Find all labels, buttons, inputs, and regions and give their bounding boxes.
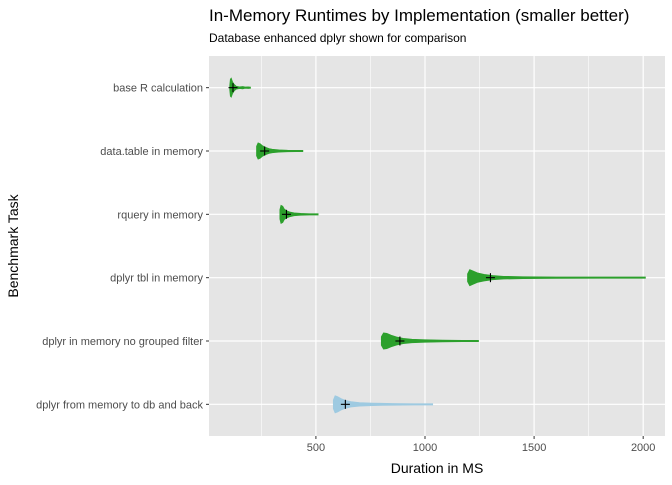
violins [228,77,646,414]
x-tick-label: 1500 [522,442,546,454]
x-tick-label: 500 [307,442,325,454]
mean-marker [485,273,495,283]
violin-5 [380,332,479,350]
violin-shape [229,77,251,98]
mean-marker [395,336,405,346]
y-tick-label: dplyr tbl in memory [110,273,203,285]
violin-6 [332,395,434,414]
violin-shape [279,204,319,224]
y-tick-label: dplyr from memory to db and back [36,399,203,411]
mean-marker [260,146,270,156]
x-tick-label: 2000 [631,442,655,454]
axes: base R calculation data.table in memory rq… [36,83,655,454]
y-tick-label: base R calculation [113,83,203,95]
violin-shape [380,332,479,350]
violin-shape [467,269,646,287]
violin-4 [467,269,646,287]
mean-marker [340,399,350,409]
x-axis-title: Duration in MS [391,460,484,476]
violin-2 [256,142,304,160]
y-tick-label: data.table in memory [100,146,203,158]
y-tick-label: dplyr in memory no grouped filter [42,336,203,348]
mean-marker [228,83,238,93]
y-axis-title: Benchmark Task [5,193,21,297]
mean-marker [281,209,291,219]
violin-3 [279,204,319,224]
chart-title: In-Memory Runtimes by Implementation (sm… [209,6,629,25]
plot-panel [209,56,665,436]
violin-shape [332,395,434,414]
x-tick-label: 1000 [413,442,437,454]
violin-1 [228,77,251,98]
y-tick-label: rquery in memory [117,209,203,221]
chart-subtitle: Database enhanced dplyr shown for compar… [209,31,466,45]
